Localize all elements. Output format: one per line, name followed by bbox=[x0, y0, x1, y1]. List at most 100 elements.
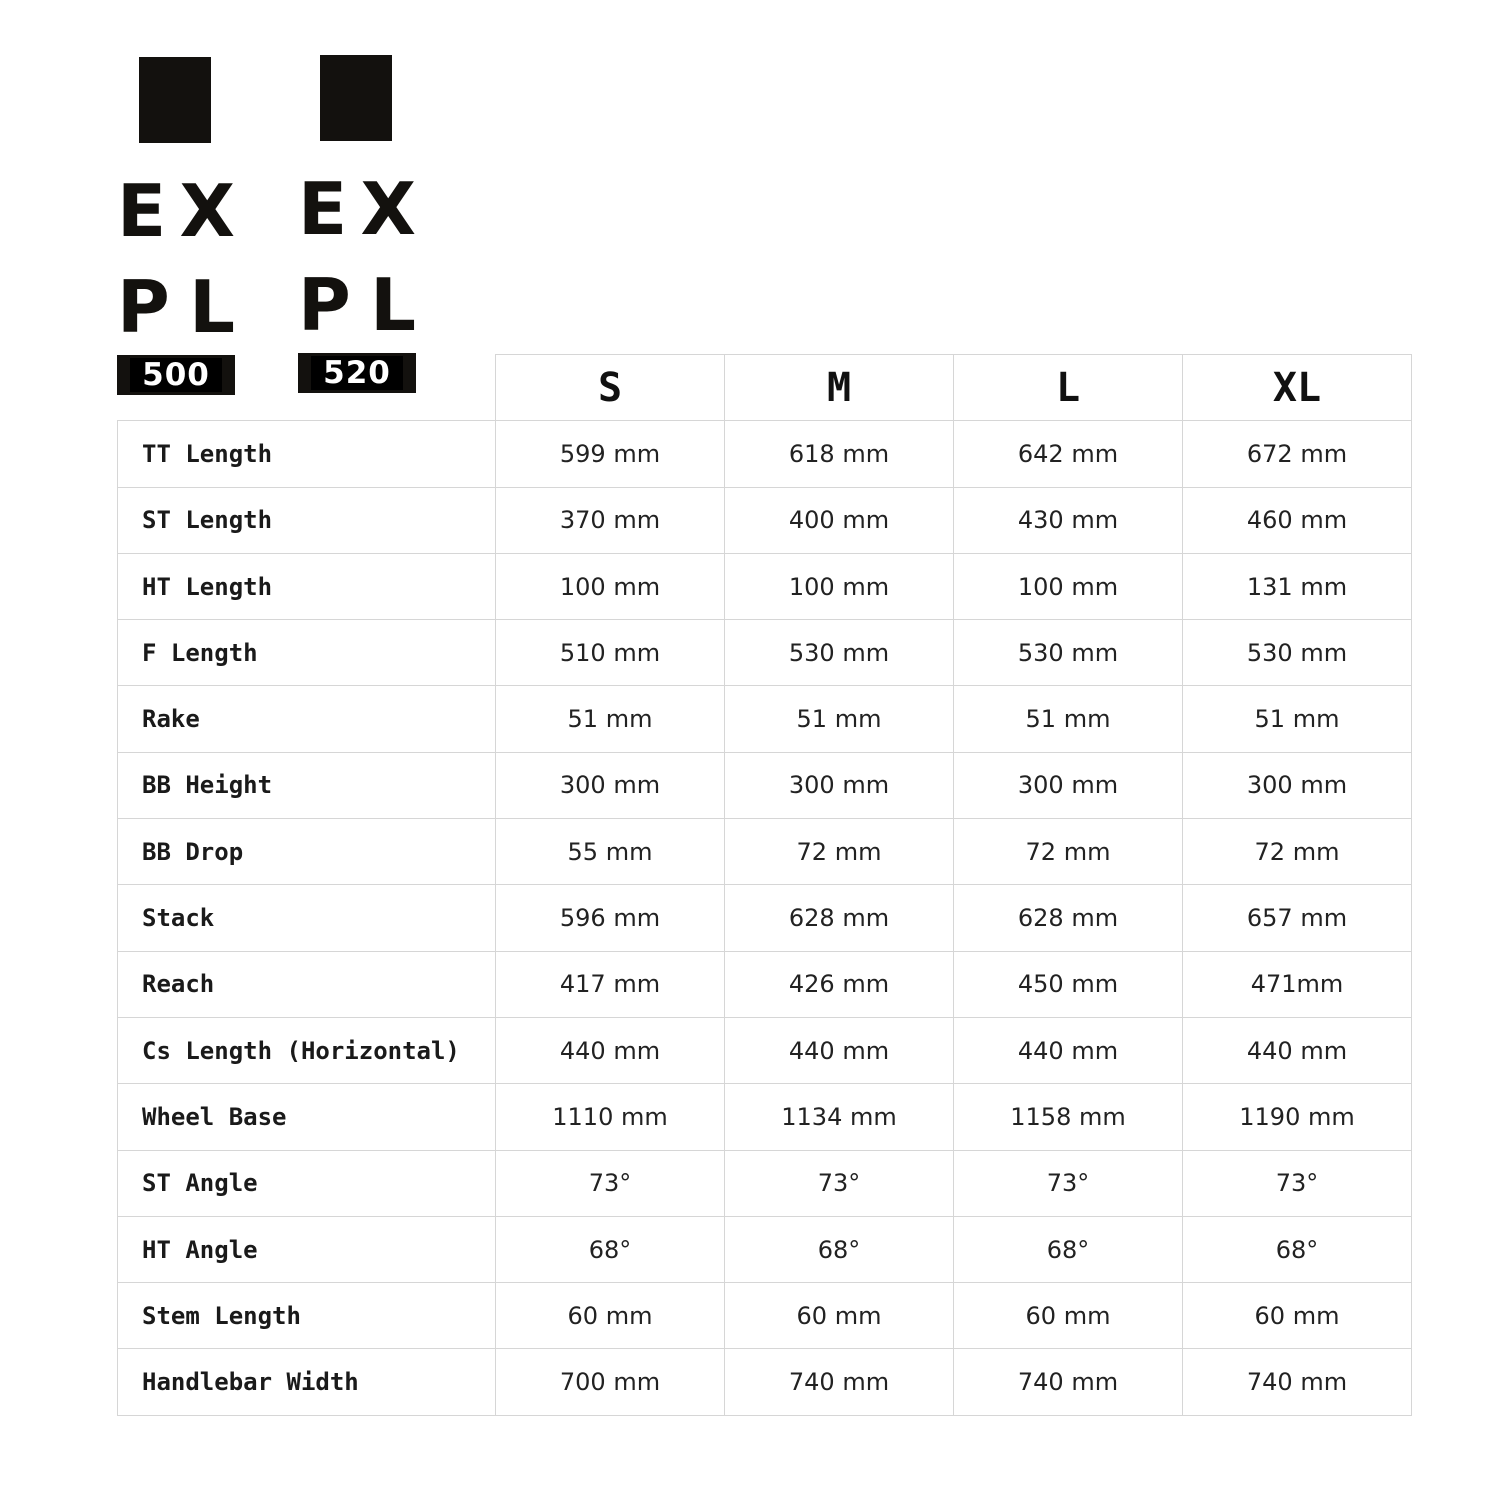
cell-value: 530 mm bbox=[724, 619, 954, 687]
size-header-row: S M L XL bbox=[117, 353, 1412, 422]
cell-value: 300 mm bbox=[495, 751, 725, 820]
table-row: TT Length 599 mm 618 mm 642 mm 672 mm bbox=[117, 420, 1412, 488]
row-label: Handlebar Width bbox=[117, 1348, 496, 1416]
row-label: BB Height bbox=[117, 751, 496, 820]
table-row: ST Angle 73° 73° 73° 73° bbox=[117, 1149, 1412, 1217]
cell-value: 51 mm bbox=[953, 685, 1183, 753]
size-header-xl: XL bbox=[1182, 353, 1412, 422]
table-row: BB Height 300 mm 300 mm 300 mm 300 mm bbox=[117, 751, 1412, 820]
cell-value: 60 mm bbox=[953, 1282, 1183, 1350]
cell-value: 450 mm bbox=[953, 950, 1183, 1018]
logo-square bbox=[139, 57, 211, 143]
table-row: Handlebar Width 700 mm 740 mm 740 mm 740 mm bbox=[117, 1348, 1412, 1416]
cell-value: 300 mm bbox=[953, 751, 1183, 820]
cell-value: 440 mm bbox=[724, 1016, 954, 1085]
cell-value: 400 mm bbox=[724, 486, 954, 554]
cell-value: 370 mm bbox=[495, 486, 725, 554]
table-row: ST Length 370 mm 400 mm 430 mm 460 mm bbox=[117, 486, 1412, 554]
row-label: F Length bbox=[117, 619, 496, 687]
cell-value: 700 mm bbox=[495, 1348, 725, 1416]
cell-value: 740 mm bbox=[1182, 1348, 1412, 1416]
cell-value: 530 mm bbox=[953, 619, 1183, 687]
cell-value: 73° bbox=[724, 1149, 954, 1217]
table-row: HT Length 100 mm 100 mm 100 mm 131 mm bbox=[117, 552, 1412, 621]
cell-value: 1190 mm bbox=[1182, 1083, 1412, 1151]
cell-value: 1158 mm bbox=[953, 1083, 1183, 1151]
table-row: HT Angle 68° 68° 68° 68° bbox=[117, 1215, 1412, 1284]
table-row: F Length 510 mm 530 mm 530 mm 530 mm bbox=[117, 619, 1412, 687]
cell-value: 100 mm bbox=[495, 552, 725, 621]
cell-value: 1134 mm bbox=[724, 1083, 954, 1151]
cell-value: 51 mm bbox=[495, 685, 725, 753]
logo-letter: X bbox=[179, 169, 235, 253]
geometry-table: S M L XL TT Length 599 mm 618 mm 642 mm 672 mm S… bbox=[117, 353, 1412, 1416]
cell-value: 73° bbox=[953, 1149, 1183, 1217]
cell-value: 72 mm bbox=[953, 818, 1183, 886]
row-label: ST Length bbox=[117, 486, 496, 554]
cell-value: 426 mm bbox=[724, 950, 954, 1018]
row-label: Reach bbox=[117, 950, 496, 1018]
row-label: HT Length bbox=[117, 552, 496, 621]
row-label: Stack bbox=[117, 884, 496, 952]
cell-value: 51 mm bbox=[724, 685, 954, 753]
logo-letter: E bbox=[298, 167, 348, 251]
logo-letter: E bbox=[117, 169, 167, 253]
cell-value: 417 mm bbox=[495, 950, 725, 1018]
logo-letter: L bbox=[189, 265, 235, 349]
cell-value: 73° bbox=[1182, 1149, 1412, 1217]
cell-value: 530 mm bbox=[1182, 619, 1412, 687]
table-row: Stem Length 60 mm 60 mm 60 mm 60 mm bbox=[117, 1282, 1412, 1350]
cell-value: 740 mm bbox=[724, 1348, 954, 1416]
row-label: Stem Length bbox=[117, 1282, 496, 1350]
cell-value: 642 mm bbox=[953, 420, 1183, 488]
logo-letter: P bbox=[117, 265, 170, 349]
header-blank bbox=[117, 354, 496, 422]
cell-value: 73° bbox=[495, 1149, 725, 1217]
row-label: BB Drop bbox=[117, 818, 496, 886]
cell-value: 68° bbox=[1182, 1215, 1412, 1284]
logo-letter: L bbox=[370, 263, 416, 347]
cell-value: 72 mm bbox=[1182, 818, 1412, 886]
cell-value: 440 mm bbox=[953, 1016, 1183, 1085]
size-header-s: S bbox=[495, 353, 725, 422]
cell-value: 628 mm bbox=[724, 884, 954, 952]
cell-value: 131 mm bbox=[1182, 552, 1412, 621]
logo-letter: X bbox=[360, 167, 416, 251]
cell-value: 460 mm bbox=[1182, 486, 1412, 554]
row-label: TT Length bbox=[117, 420, 496, 488]
cell-value: 618 mm bbox=[724, 420, 954, 488]
cell-value: 471mm bbox=[1182, 950, 1412, 1018]
cell-value: 300 mm bbox=[724, 751, 954, 820]
row-label: Cs Length (Horizontal) bbox=[117, 1016, 496, 1085]
cell-value: 599 mm bbox=[495, 420, 725, 488]
cell-value: 60 mm bbox=[724, 1282, 954, 1350]
row-label: ST Angle bbox=[117, 1149, 496, 1217]
cell-value: 628 mm bbox=[953, 884, 1183, 952]
cell-value: 100 mm bbox=[953, 552, 1183, 621]
table-row: Stack 596 mm 628 mm 628 mm 657 mm bbox=[117, 884, 1412, 952]
table-row: Rake 51 mm 51 mm 51 mm 51 mm bbox=[117, 685, 1412, 753]
row-label: Rake bbox=[117, 685, 496, 753]
cell-value: 657 mm bbox=[1182, 884, 1412, 952]
logo-square bbox=[320, 55, 392, 141]
logo-letter: P bbox=[298, 263, 351, 347]
cell-value: 51 mm bbox=[1182, 685, 1412, 753]
cell-value: 100 mm bbox=[724, 552, 954, 621]
table-row: Wheel Base 1110 mm 1134 mm 1158 mm 1190 mm bbox=[117, 1083, 1412, 1151]
row-label: HT Angle bbox=[117, 1215, 496, 1284]
cell-value: 55 mm bbox=[495, 818, 725, 886]
cell-value: 440 mm bbox=[1182, 1016, 1412, 1085]
cell-value: 672 mm bbox=[1182, 420, 1412, 488]
cell-value: 430 mm bbox=[953, 486, 1183, 554]
cell-value: 510 mm bbox=[495, 619, 725, 687]
cell-value: 68° bbox=[953, 1215, 1183, 1284]
size-header-l: L bbox=[953, 353, 1183, 422]
cell-value: 68° bbox=[495, 1215, 725, 1284]
cell-value: 440 mm bbox=[495, 1016, 725, 1085]
cell-value: 68° bbox=[724, 1215, 954, 1284]
cell-value: 60 mm bbox=[495, 1282, 725, 1350]
